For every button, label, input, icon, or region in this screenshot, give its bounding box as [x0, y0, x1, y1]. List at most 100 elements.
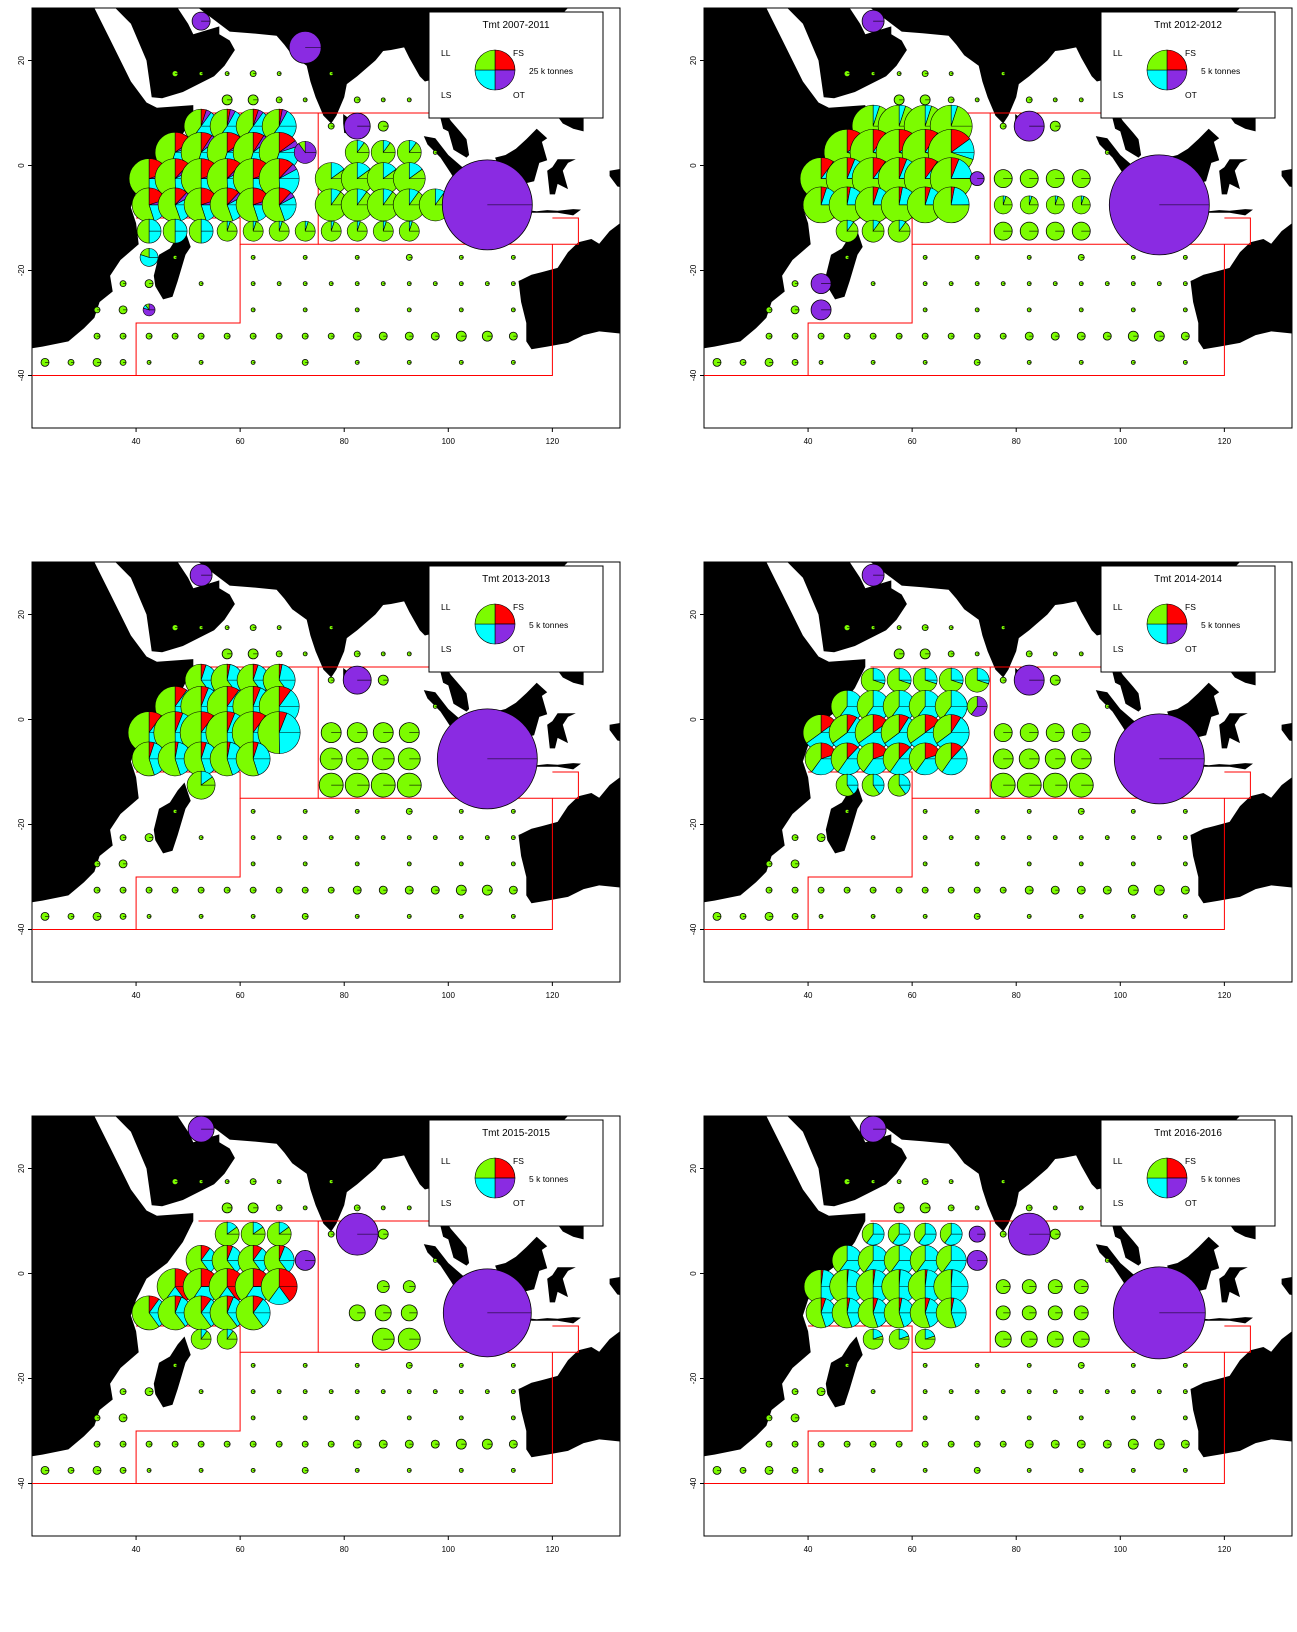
catch-pie-small: [354, 913, 360, 919]
catch-pie-small: [1127, 884, 1139, 896]
legend-label-fs: FS: [513, 1156, 524, 1166]
catch-pie-small: [870, 359, 876, 365]
y-tick-label: -40: [689, 923, 698, 935]
catch-pie-small: [893, 94, 905, 106]
catch-pie-small: [1049, 1228, 1061, 1240]
catch-pie-small: [1078, 307, 1084, 313]
catch-pie-small: [327, 1230, 335, 1238]
landmass-sulawesi: [547, 1267, 576, 1303]
catch-pie-small: [1000, 1389, 1006, 1395]
catch-pie-small: [118, 305, 128, 315]
catch-pie: [1045, 221, 1065, 241]
catch-pie-small: [67, 358, 75, 366]
pie-slice-ll: [862, 1328, 884, 1350]
x-tick-label: 60: [908, 1545, 917, 1554]
catch-pie-small: [947, 1440, 955, 1448]
catch-pie-large: [1013, 664, 1045, 696]
x-tick-label: 80: [1012, 437, 1021, 446]
catch-pie-small: [275, 1204, 283, 1212]
pie-slice-ll: [1019, 195, 1039, 215]
x-tick-label: 100: [1114, 437, 1128, 446]
catch-pie: [1071, 169, 1091, 189]
catch-pie-small: [712, 1465, 722, 1475]
catch-pie-small: [818, 1467, 824, 1473]
pie-slice-ll: [234, 1268, 254, 1303]
catch-pie-small: [1025, 96, 1033, 104]
pie-slice-ls: [1146, 1177, 1168, 1199]
map-svg: 40 60 80 100 120 20 0 -20 -40 Tmt 2013-2013 LL FS LS…: [17, 561, 621, 1000]
pie-slice-ot: [1166, 1177, 1188, 1199]
catch-pie-small: [1052, 651, 1058, 657]
pie-slice-ll: [854, 714, 874, 744]
catch-pie-small: [1026, 307, 1032, 313]
catch-pie: [835, 219, 859, 243]
x-tick-label: 40: [132, 437, 141, 446]
catch-pie-small: [250, 808, 256, 814]
catch-pie: [887, 773, 911, 797]
catch-pie-small: [327, 886, 335, 894]
legend-title: Tmt 2016-2016: [1154, 1128, 1222, 1139]
catch-pie-small: [458, 359, 464, 365]
catch-pie: [162, 218, 188, 244]
catch-pie: [211, 1245, 243, 1276]
catch-pie-small: [870, 625, 876, 631]
catch-pie-small: [354, 861, 360, 867]
catch-pie: [913, 1222, 937, 1246]
catch-pie: [1073, 1305, 1089, 1321]
catch-pie-small: [67, 912, 75, 920]
landmass-arabia: [115, 1116, 235, 1207]
pie-slice-fs: [494, 603, 516, 625]
pie-slice-ll: [188, 218, 202, 244]
legend-label-ot: OT: [1185, 90, 1197, 100]
catch-pie-small: [1078, 835, 1084, 841]
stock-area-boundary: [808, 244, 1225, 376]
landmass-australia: [1190, 777, 1292, 982]
catch-pie-small: [974, 651, 980, 657]
catch-pie-small: [377, 674, 389, 686]
pie-slice-ll: [805, 1297, 827, 1329]
catch-pie-small: [198, 1467, 204, 1473]
y-tick-label: -20: [17, 818, 26, 830]
catch-pie-small: [354, 281, 360, 287]
catch-pie-small: [247, 1202, 259, 1214]
catch-pie: [909, 1245, 941, 1276]
pie-slice-ll: [235, 741, 259, 777]
catch-pie-small: [354, 307, 360, 313]
catch-pie-small: [790, 859, 800, 869]
pie-slice-ll: [131, 1295, 160, 1331]
catch-pie-large: [969, 171, 985, 187]
pie-slice-fs: [494, 1157, 516, 1179]
map-area: [704, 8, 1292, 428]
catch-pie-small: [380, 281, 386, 287]
catch-pie-small: [1156, 835, 1162, 841]
catch-pie-small: [790, 305, 800, 315]
catch-pie-small: [999, 1230, 1007, 1238]
x-tick-label: 120: [546, 437, 560, 446]
pie-slice-ll: [156, 1268, 176, 1302]
catch-pie-small: [221, 1202, 233, 1214]
catch-pie-small: [1130, 1362, 1136, 1368]
legend-scale: 5 k tonnes: [529, 1174, 568, 1184]
x-tick-label: 100: [442, 1545, 456, 1554]
catch-pie-small: [406, 307, 412, 313]
catch-pie: [371, 1327, 395, 1351]
pie-slice-ll: [883, 1245, 900, 1273]
landmass-madagascar: [825, 228, 863, 300]
catch-pie: [190, 1328, 212, 1350]
catch-pie-small: [405, 1361, 413, 1369]
legend-label-ls: LS: [1113, 1198, 1124, 1208]
map-svg: 40 60 80 100 120 20 0 -20 -40 Tmt 2007-2011 LL FS LS…: [17, 7, 621, 446]
y-tick-label: -40: [17, 369, 26, 381]
x-tick-label: 40: [804, 991, 813, 1000]
catch-pie: [887, 1222, 911, 1246]
catch-pie-small: [1104, 835, 1110, 841]
catch-pie-small: [1026, 1362, 1032, 1368]
landmass-nusa: [526, 209, 581, 216]
catch-pie-small: [92, 911, 102, 921]
pie-slice-ll: [861, 773, 880, 797]
catch-pie-small: [712, 911, 722, 921]
catch-pie: [372, 722, 394, 744]
legend: Tmt 2012-2012 LL FS LS OT 5 k tonnes: [1100, 11, 1276, 119]
catch-pie-small: [816, 833, 826, 843]
catch-pie: [396, 772, 422, 798]
